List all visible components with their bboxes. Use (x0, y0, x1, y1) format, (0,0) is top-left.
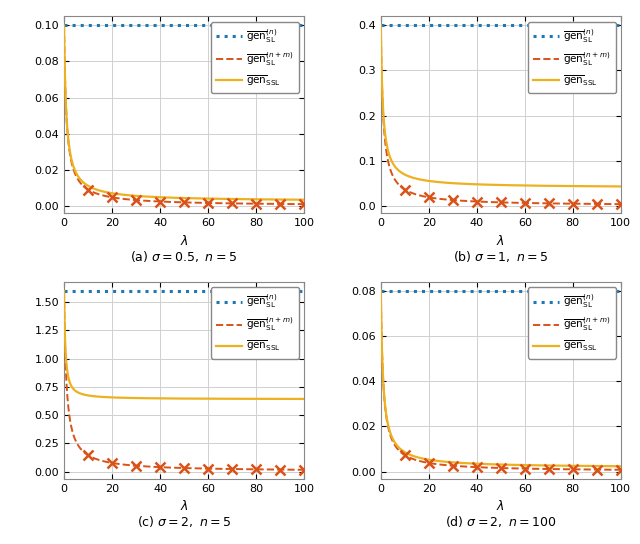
$\overline{\mathrm{gen}}_{\mathrm{SL}}^{(n+m)}$ (586, 201, 594, 207)
$\overline{\mathrm{gen}}_{\mathrm{SSL}}$ (586, 183, 594, 189)
Line: $\overline{\mathrm{gen}}_{\mathrm{SL}}^{(n+m)}$: $\overline{\mathrm{gen}}_{\mathrm{SL}}^{… (381, 291, 621, 470)
$\overline{\mathrm{gen}}_{\mathrm{SSL}}$ (88, 184, 95, 191)
$\overline{\mathrm{gen}}_{\mathrm{SSL}}$ (88, 393, 95, 399)
Line: $\overline{\mathrm{gen}}_{\mathrm{SL}}^{(n+m)}$: $\overline{\mathrm{gen}}_{\mathrm{SL}}^{… (381, 26, 621, 204)
$\overline{\mathrm{gen}}_{\mathrm{SSL}}$ (269, 196, 277, 203)
$\overline{\mathrm{gen}}_{\mathrm{SSL}}$ (377, 288, 385, 294)
$\overline{\mathrm{gen}}_{\mathrm{SL}}^{(n+m)}$ (469, 198, 477, 205)
$\overline{\mathrm{gen}}_{\mathrm{SL}}^{(n+m)}$ (479, 199, 487, 205)
$\overline{\mathrm{gen}}_{\mathrm{SSL}}$ (60, 22, 68, 29)
$\overline{\mathrm{gen}}_{\mathrm{SL}}^{(n+m)}$ (163, 199, 170, 205)
$\overline{\mathrm{gen}}_{\mathrm{SL}}^{(n)}$ (377, 22, 385, 28)
X-axis label: $\lambda$: $\lambda$ (497, 233, 505, 248)
$\overline{\mathrm{gen}}_{\mathrm{SSL}}$ (404, 173, 412, 180)
X-axis label: $\lambda$: $\lambda$ (497, 499, 505, 513)
$\overline{\mathrm{gen}}_{\mathrm{SSL}}$ (479, 461, 487, 467)
$\overline{\mathrm{gen}}_{\mathrm{SL}}^{(n+m)}$ (300, 467, 308, 473)
Text: (c) $\sigma = 2,\ n = 5$: (c) $\sigma = 2,\ n = 5$ (137, 514, 231, 529)
X-axis label: $\lambda$: $\lambda$ (180, 233, 188, 248)
Line: $\overline{\mathrm{gen}}_{\mathrm{SSL}}$: $\overline{\mathrm{gen}}_{\mathrm{SSL}}$ (64, 291, 304, 399)
$\overline{\mathrm{gen}}_{\mathrm{SSL}}$ (419, 455, 426, 462)
Line: $\overline{\mathrm{gen}}_{\mathrm{SL}}^{(n+m)}$: $\overline{\mathrm{gen}}_{\mathrm{SL}}^{… (64, 291, 304, 470)
$\overline{\mathrm{gen}}_{\mathrm{SL}}^{(n+m)}$ (102, 193, 109, 199)
$\overline{\mathrm{gen}}_{\mathrm{SL}}^{(n+m)}$ (419, 193, 426, 199)
$\overline{\mathrm{gen}}_{\mathrm{SSL}}$ (612, 183, 620, 190)
$\overline{\mathrm{gen}}_{\mathrm{SL}}^{(n+m)}$ (404, 454, 412, 460)
$\overline{\mathrm{gen}}_{\mathrm{SSL}}$ (296, 196, 303, 203)
$\overline{\mathrm{gen}}_{\mathrm{SSL}}$ (296, 395, 303, 402)
$\overline{\mathrm{gen}}_{\mathrm{SL}}^{(n+m)}$ (102, 459, 109, 465)
$\overline{\mathrm{gen}}_{\mathrm{SL}}^{(n+m)}$ (88, 454, 95, 460)
$\overline{\mathrm{gen}}_{\mathrm{SSL}}$ (152, 395, 160, 401)
$\overline{\mathrm{gen}}_{\mathrm{SL}}^{(n+m)}$ (617, 201, 625, 207)
$\overline{\mathrm{gen}}_{\mathrm{SL}}^{(n+m)}$ (152, 463, 160, 470)
$\overline{\mathrm{gen}}_{\mathrm{SL}}^{(n+m)}$ (419, 459, 426, 465)
$\overline{\mathrm{gen}}_{\mathrm{SSL}}$ (617, 463, 625, 469)
Legend: $\overline{\mathrm{gen}}_{\mathrm{SL}}^{(n)}$, $\overline{\mathrm{gen}}_{\mathrm: $\overline{\mathrm{gen}}_{\mathrm{SL}}^{… (528, 22, 616, 93)
$\overline{\mathrm{gen}}_{\mathrm{SL}}^{(n+m)}$ (296, 201, 303, 207)
Legend: $\overline{\mathrm{gen}}_{\mathrm{SL}}^{(n)}$, $\overline{\mathrm{gen}}_{\mathrm: $\overline{\mathrm{gen}}_{\mathrm{SL}}^{… (528, 287, 616, 358)
$\overline{\mathrm{gen}}_{\mathrm{SL}}^{(n)}$ (63, 22, 70, 28)
$\overline{\mathrm{gen}}_{\mathrm{SL}}^{(n+m)}$ (404, 188, 412, 195)
$\overline{\mathrm{gen}}_{\mathrm{SL}}^{(n+m)}$ (586, 466, 594, 473)
$\overline{\mathrm{gen}}_{\mathrm{SSL}}$ (586, 463, 594, 469)
$\overline{\mathrm{gen}}_{\mathrm{SL}}^{(n+m)}$ (296, 466, 303, 473)
$\overline{\mathrm{gen}}_{\mathrm{SL}}^{(n)}$ (380, 22, 387, 28)
$\overline{\mathrm{gen}}_{\mathrm{SL}}^{(n+m)}$ (269, 466, 277, 473)
$\overline{\mathrm{gen}}_{\mathrm{SSL}}$ (469, 460, 477, 467)
$\overline{\mathrm{gen}}_{\mathrm{SL}}^{(n+m)}$ (469, 463, 477, 470)
$\overline{\mathrm{gen}}_{\mathrm{SSL}}$ (479, 181, 487, 188)
$\overline{\mathrm{gen}}_{\mathrm{SL}}^{(n)}$ (60, 22, 68, 28)
Line: $\overline{\mathrm{gen}}_{\mathrm{SSL}}$: $\overline{\mathrm{gen}}_{\mathrm{SSL}}$ (381, 26, 621, 187)
$\overline{\mathrm{gen}}_{\mathrm{SL}}^{(n+m)}$ (617, 467, 625, 473)
X-axis label: $\lambda$: $\lambda$ (180, 499, 188, 513)
Line: $\overline{\mathrm{gen}}_{\mathrm{SSL}}$: $\overline{\mathrm{gen}}_{\mathrm{SSL}}$ (381, 291, 621, 466)
$\overline{\mathrm{gen}}_{\mathrm{SSL}}$ (300, 196, 308, 203)
$\overline{\mathrm{gen}}_{\mathrm{SSL}}$ (404, 450, 412, 457)
$\overline{\mathrm{gen}}_{\mathrm{SL}}^{(n)}$ (380, 288, 387, 294)
$\overline{\mathrm{gen}}_{\mathrm{SSL}}$ (612, 463, 620, 469)
$\overline{\mathrm{gen}}_{\mathrm{SSL}}$ (163, 395, 170, 401)
$\overline{\mathrm{gen}}_{\mathrm{SSL}}$ (269, 395, 277, 402)
$\overline{\mathrm{gen}}_{\mathrm{SSL}}$ (377, 22, 385, 29)
$\overline{\mathrm{gen}}_{\mathrm{SL}}^{(n+m)}$ (163, 464, 170, 471)
$\overline{\mathrm{gen}}_{\mathrm{SSL}}$ (60, 288, 68, 294)
$\overline{\mathrm{gen}}_{\mathrm{SSL}}$ (300, 395, 308, 402)
$\overline{\mathrm{gen}}_{\mathrm{SL}}^{(n+m)}$ (88, 188, 95, 195)
Text: (d) $\sigma = 2,\ n = 100$: (d) $\sigma = 2,\ n = 100$ (445, 514, 557, 529)
$\overline{\mathrm{gen}}_{\mathrm{SL}}^{(n+m)}$ (612, 466, 620, 473)
$\overline{\mathrm{gen}}_{\mathrm{SSL}}$ (469, 181, 477, 188)
$\overline{\mathrm{gen}}_{\mathrm{SL}}^{(n)}$ (60, 288, 68, 294)
$\overline{\mathrm{gen}}_{\mathrm{SL}}^{(n+m)}$ (60, 288, 68, 294)
$\overline{\mathrm{gen}}_{\mathrm{SL}}^{(n+m)}$ (612, 201, 620, 207)
$\overline{\mathrm{gen}}_{\mathrm{SSL}}$ (152, 194, 160, 200)
Legend: $\overline{\mathrm{gen}}_{\mathrm{SL}}^{(n)}$, $\overline{\mathrm{gen}}_{\mathrm: $\overline{\mathrm{gen}}_{\mathrm{SL}}^{… (211, 287, 299, 358)
$\overline{\mathrm{gen}}_{\mathrm{SL}}^{(n+m)}$ (479, 464, 487, 471)
$\overline{\mathrm{gen}}_{\mathrm{SL}}^{(n+m)}$ (377, 288, 385, 294)
$\overline{\mathrm{gen}}_{\mathrm{SSL}}$ (102, 394, 109, 400)
Line: $\overline{\mathrm{gen}}_{\mathrm{SSL}}$: $\overline{\mathrm{gen}}_{\mathrm{SSL}}$ (64, 26, 304, 200)
$\overline{\mathrm{gen}}_{\mathrm{SSL}}$ (163, 194, 170, 201)
Text: (b) $\sigma = 1,\ n = 5$: (b) $\sigma = 1,\ n = 5$ (453, 249, 548, 263)
Line: $\overline{\mathrm{gen}}_{\mathrm{SL}}^{(n+m)}$: $\overline{\mathrm{gen}}_{\mathrm{SL}}^{… (64, 26, 304, 204)
$\overline{\mathrm{gen}}_{\mathrm{SL}}^{(n+m)}$ (60, 22, 68, 29)
$\overline{\mathrm{gen}}_{\mathrm{SL}}^{(n+m)}$ (269, 201, 277, 207)
$\overline{\mathrm{gen}}_{\mathrm{SSL}}$ (419, 177, 426, 183)
$\overline{\mathrm{gen}}_{\mathrm{SL}}^{(n)}$ (377, 288, 385, 294)
Text: (a) $\sigma = 0.5,\ n = 5$: (a) $\sigma = 0.5,\ n = 5$ (131, 249, 237, 263)
$\overline{\mathrm{gen}}_{\mathrm{SL}}^{(n)}$ (63, 288, 70, 294)
$\overline{\mathrm{gen}}_{\mathrm{SSL}}$ (102, 189, 109, 195)
$\overline{\mathrm{gen}}_{\mathrm{SL}}^{(n+m)}$ (152, 198, 160, 205)
$\overline{\mathrm{gen}}_{\mathrm{SL}}^{(n+m)}$ (300, 201, 308, 207)
$\overline{\mathrm{gen}}_{\mathrm{SSL}}$ (617, 183, 625, 190)
Legend: $\overline{\mathrm{gen}}_{\mathrm{SL}}^{(n)}$, $\overline{\mathrm{gen}}_{\mathrm: $\overline{\mathrm{gen}}_{\mathrm{SL}}^{… (211, 22, 299, 93)
$\overline{\mathrm{gen}}_{\mathrm{SL}}^{(n+m)}$ (377, 22, 385, 29)
